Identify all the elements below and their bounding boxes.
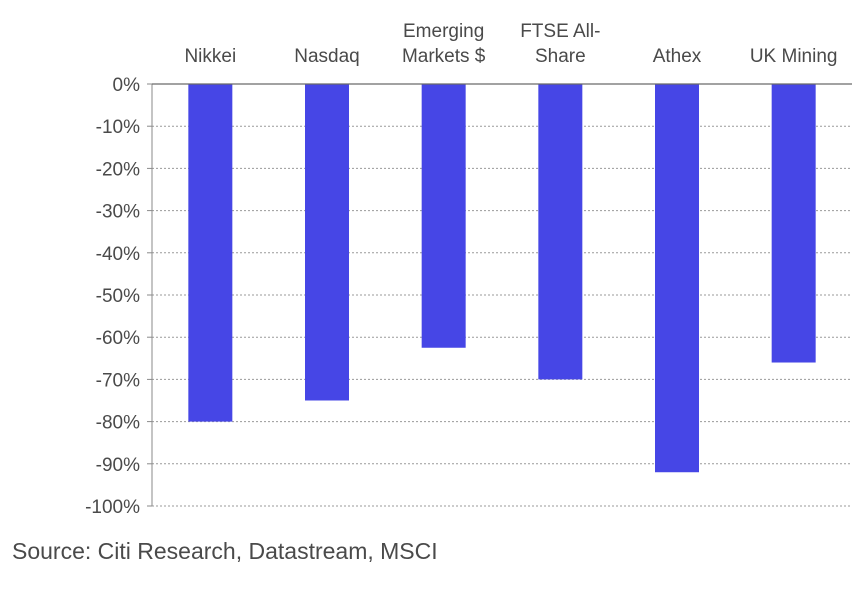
y-tick-label: -10%: [96, 117, 140, 138]
y-tick-label: -30%: [96, 202, 140, 223]
y-tick-label: -90%: [96, 455, 140, 476]
axes: [147, 83, 852, 507]
bar: [771, 84, 816, 363]
category-label: FTSE All-Share: [520, 21, 600, 67]
source-note: Source: Citi Research, Datastream, MSCI: [12, 538, 438, 564]
category-label: Nikkei: [184, 46, 236, 67]
y-tick-label: -60%: [96, 328, 140, 349]
bars: [188, 84, 816, 473]
y-tick-label: 0%: [113, 75, 141, 96]
bar: [421, 84, 466, 348]
y-tick-labels: 0% -10% -20% -30% -40% -50% -60% -70% -80% -90% -1…: [85, 75, 140, 518]
y-tick-label: -20%: [96, 159, 140, 180]
y-tick-label: -100%: [85, 497, 140, 518]
category-labels: Nikkei Nasdaq Emerging Markets $ FTSE All-Sh…: [184, 21, 837, 67]
gridlines: [152, 125, 852, 507]
category-label: Emerging Markets $: [402, 21, 486, 67]
y-tick-label: -40%: [96, 244, 140, 265]
category-label: Nasdaq: [294, 46, 360, 67]
bar: [305, 84, 349, 401]
bar: [188, 84, 233, 422]
y-tick-label: -80%: [96, 413, 140, 434]
bar: [655, 84, 699, 473]
bar: [538, 84, 583, 380]
category-label: Athex: [653, 46, 702, 67]
y-tick-label: -50%: [96, 286, 140, 307]
y-tick-label: -70%: [96, 370, 140, 391]
category-label: UK Mining: [750, 46, 838, 67]
